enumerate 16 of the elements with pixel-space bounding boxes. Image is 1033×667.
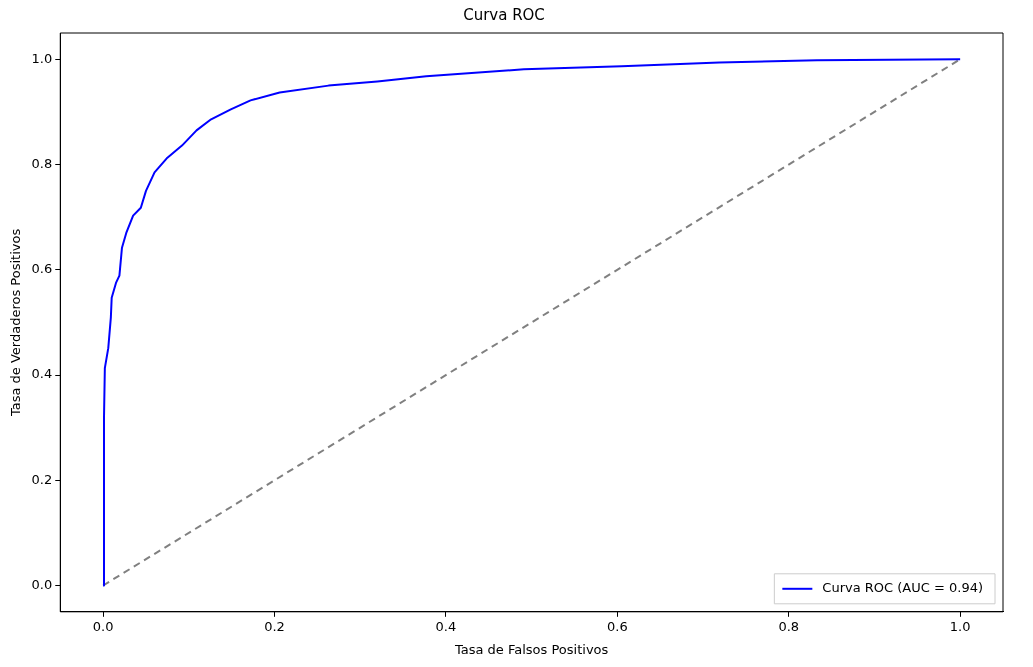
- x-tick-label: 0.4: [435, 618, 457, 634]
- x-axis-title: Tasa de Falsos Positivos: [453, 641, 609, 657]
- legend-label: Curva ROC (AUC = 0.94): [822, 580, 984, 596]
- x-tick-label: 0.8: [778, 618, 800, 634]
- y-tick-label: 0.6: [31, 261, 53, 277]
- y-axis-title: Tasa de Verdaderos Positivos: [8, 228, 24, 418]
- x-tick-label: 0.2: [264, 618, 285, 634]
- y-tick-label: 0.2: [31, 471, 53, 487]
- y-tick-label: 0.4: [31, 366, 53, 382]
- x-tick-label: 0.6: [607, 618, 628, 634]
- chart-title: Curva ROC: [463, 5, 545, 24]
- y-tick-label: 0.8: [31, 155, 53, 171]
- y-tick-label: 1.0: [31, 50, 53, 66]
- y-tick-label: 0.0: [31, 576, 53, 592]
- x-tick-label: 0.0: [92, 618, 114, 634]
- x-tick-label: 1.0: [949, 618, 971, 634]
